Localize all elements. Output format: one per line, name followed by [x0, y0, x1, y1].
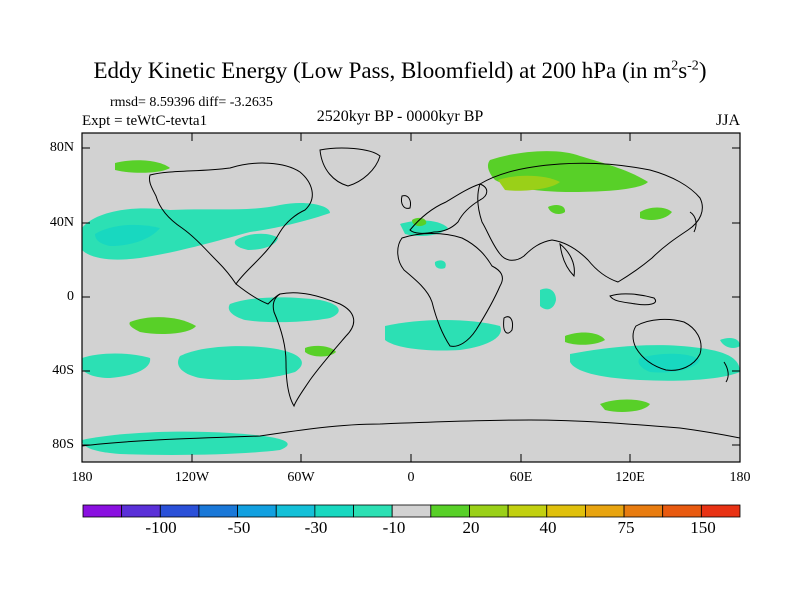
field-south-indian-green — [600, 399, 650, 412]
lon-label-60w: 60W — [287, 470, 315, 485]
colorbar-cell — [623, 504, 664, 518]
axis-ticks — [81, 133, 741, 462]
colorbar-cell — [430, 504, 470, 518]
colorbar-cell — [237, 504, 277, 518]
lat-label-40s: 40S — [52, 363, 74, 378]
coast-asia — [477, 162, 703, 283]
experiment-label: Expt = teWtC-tevta1 — [82, 113, 208, 129]
coast-japan — [689, 211, 697, 233]
lon-label-120w: 120W — [174, 470, 210, 485]
colorbar-cell — [507, 504, 548, 518]
colorbar-cell — [121, 504, 161, 518]
field-south-atlantic — [385, 320, 501, 351]
colorbar-label: 150 — [690, 518, 716, 537]
coast-africa — [397, 233, 503, 347]
coast-antarctica — [82, 419, 740, 447]
coast-australia — [632, 318, 702, 371]
field-north-pacific — [82, 202, 330, 260]
period-label: 2520kyr BP - 0000kyr BP — [316, 108, 484, 125]
lat-label-80s: 80S — [52, 437, 74, 452]
colorbar — [82, 504, 741, 518]
colorbar-cell — [198, 504, 238, 518]
field-equatorial-africa — [540, 288, 556, 310]
colorbar-cell — [314, 504, 354, 518]
lon-label-120e: 120E — [615, 470, 645, 485]
coast-uk — [401, 195, 411, 209]
field-tasman — [720, 338, 740, 348]
field-north-africa — [434, 260, 446, 269]
field-south-pacific-green — [129, 317, 196, 334]
lat-label-40n: 40N — [49, 215, 74, 230]
colorbar-cell — [82, 504, 123, 518]
coast-madagascar — [503, 316, 513, 334]
colorbar-label: 20 — [462, 518, 480, 537]
field-siberia-core — [498, 175, 560, 191]
colorbar-label: -100 — [145, 518, 177, 537]
lon-label-180w: 180 — [71, 470, 93, 485]
field-south-pacific — [178, 346, 302, 380]
field-tropical-pacific — [228, 297, 339, 323]
colorbar-label: -30 — [304, 518, 328, 537]
lat-label-0: 0 — [67, 289, 74, 304]
colorbar-cell — [662, 504, 702, 518]
field-sw-pacific — [82, 353, 151, 378]
colorbar-cell — [159, 504, 200, 518]
anomaly-fields — [82, 151, 740, 455]
field-europe — [548, 204, 566, 215]
coast-greenland — [319, 147, 381, 187]
coast-south-america — [272, 292, 355, 408]
coast-north-america — [149, 162, 313, 285]
coast-new-zealand — [723, 361, 729, 383]
colorbar-label: 75 — [617, 518, 635, 537]
colorbar-cell — [546, 504, 586, 518]
field-north-pacific-green — [115, 160, 170, 173]
coast-central-america — [235, 283, 281, 305]
coast-indonesia — [609, 293, 656, 306]
field-east-asia — [640, 207, 672, 220]
colorbar-cell — [391, 504, 432, 518]
coast-europe — [409, 183, 488, 234]
colorbar-cell — [469, 504, 509, 518]
field-australia-green — [565, 332, 605, 345]
coastlines — [82, 147, 740, 447]
field-north-pacific-core — [95, 224, 160, 246]
colorbar-cell — [700, 504, 741, 518]
colorbar-cell — [275, 504, 316, 518]
colorbar-label: -50 — [227, 518, 251, 537]
season-label: JJA — [716, 112, 741, 129]
plot-title: Eddy Kinetic Energy (Low Pass, Bloomfiel… — [93, 58, 707, 83]
stats-label: rmsd= 8.59396 diff= -3.2635 — [110, 95, 273, 110]
field-south-america-green — [305, 345, 336, 357]
colorbar-label: -10 — [382, 518, 406, 537]
lon-label-180e: 180 — [729, 470, 751, 485]
field-antarctic — [82, 431, 288, 455]
field-nw-atlantic — [234, 233, 278, 250]
colorbar-cell — [585, 504, 625, 518]
lon-label-0: 0 — [407, 470, 415, 485]
lat-label-80n: 80N — [49, 140, 74, 155]
coast-india — [559, 242, 575, 278]
lon-label-60e: 60E — [509, 470, 533, 485]
colorbar-cell — [353, 504, 393, 518]
colorbar-label: 40 — [539, 518, 557, 537]
